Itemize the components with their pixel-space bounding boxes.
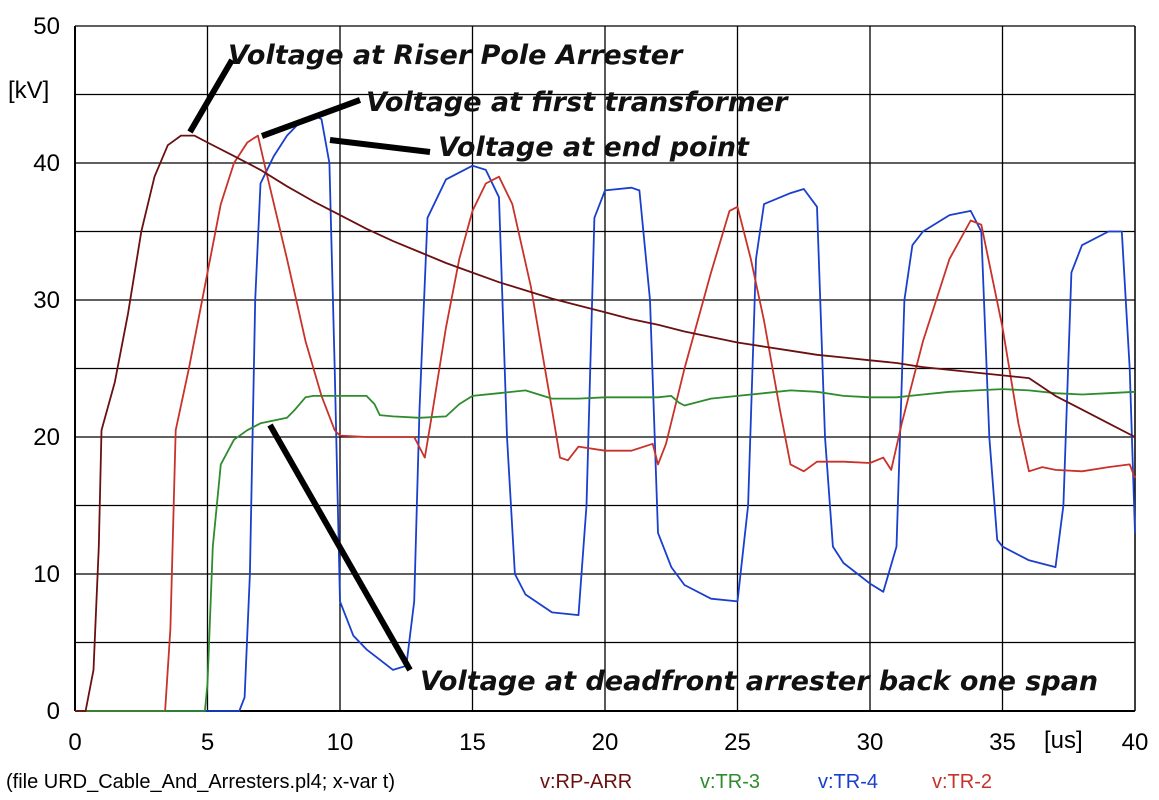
y-tick-labels: 0 10 20 30 40 50 xyxy=(33,13,60,725)
x-unit-backdrop xyxy=(1040,722,1102,756)
legend-entry: v:TR-3 xyxy=(700,771,760,793)
x-tick-labels: 0 5 10 15 20 25 30 35 40 xyxy=(68,729,1148,756)
series-line-v-tr-3 xyxy=(75,388,1136,712)
legend-entry: v:TR-4 xyxy=(818,771,878,793)
y-tick-label: 0 xyxy=(47,698,60,725)
annotation-end-point: Voltage at end point xyxy=(438,132,750,163)
x-tick-label: 20 xyxy=(592,729,619,756)
x-tick-label: 15 xyxy=(459,729,486,756)
y-tick-label: 50 xyxy=(33,13,60,40)
footer-legend: (file URD_Cable_And_Arresters.pl4; x-var… xyxy=(6,771,992,793)
grid-lines xyxy=(74,25,1136,712)
series-lines xyxy=(75,114,1136,712)
annotations: Voltage at Riser Pole Arrester Voltage a… xyxy=(187,40,1098,697)
annotation-first-transformer: Voltage at first transformer xyxy=(366,87,789,118)
x-tick-label: 0 xyxy=(68,729,81,756)
x-tick-label: 35 xyxy=(989,729,1016,756)
annotation-deadfront: Voltage at deadfront arrester back one s… xyxy=(420,666,1098,697)
series-line-v-rp-arr xyxy=(75,134,1136,712)
y-tick-label: 20 xyxy=(33,424,60,451)
series-line-v-tr-4 xyxy=(75,114,1136,712)
series-line-v-tr-2 xyxy=(75,134,1136,712)
legend-entry: v:TR-2 xyxy=(932,771,992,793)
annotation-leader-riser xyxy=(187,58,235,134)
annotation-leader-first-transformer xyxy=(260,97,362,139)
y-tick-label: 10 xyxy=(33,561,60,588)
y-unit-label: [kV] xyxy=(8,77,49,104)
x-tick-label: 30 xyxy=(857,729,884,756)
legend-entry: v:RP-ARR xyxy=(540,771,632,793)
y-tick-label: 40 xyxy=(33,150,60,177)
x-tick-label: 40 xyxy=(1122,729,1149,756)
annotation-riser: Voltage at Riser Pole Arrester xyxy=(228,40,684,71)
axes-frame xyxy=(74,26,1136,712)
annotation-leader-end-point xyxy=(329,137,431,155)
footer-file-text: (file URD_Cable_And_Arresters.pl4; x-var… xyxy=(6,771,395,793)
annotation-leader-deadfront xyxy=(267,423,413,672)
x-tick-label: 10 xyxy=(327,729,354,756)
x-tick-label: 5 xyxy=(201,729,214,756)
x-unit-label: [us] xyxy=(1044,727,1083,754)
y-tick-label: 30 xyxy=(33,287,60,314)
x-tick-label: 25 xyxy=(724,729,751,756)
